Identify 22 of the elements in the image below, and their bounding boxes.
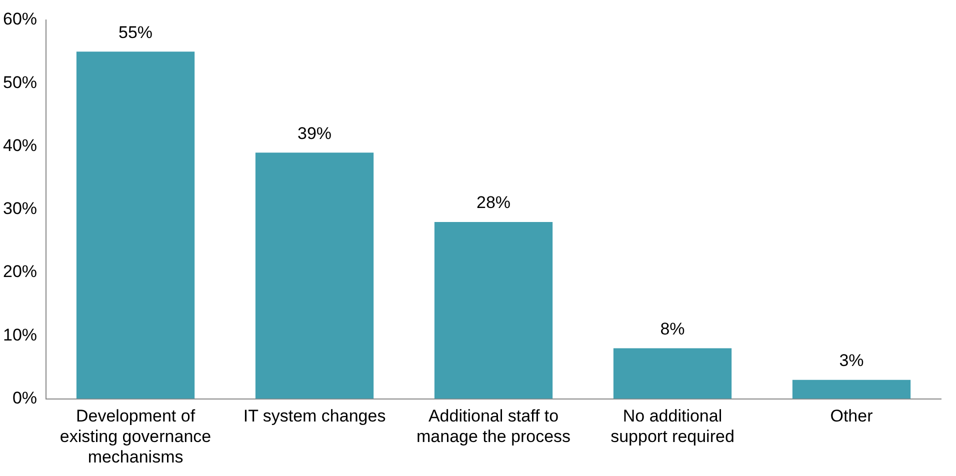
bar	[434, 222, 553, 399]
x-tick-label: Additional staff to manage the process	[416, 406, 571, 446]
x-tick-label: IT system changes	[243, 406, 386, 426]
bar	[613, 348, 732, 399]
y-tick-label: 10%	[2, 325, 38, 344]
y-tick-label: 50%	[2, 72, 38, 92]
y-tick-label: 60%	[2, 10, 38, 29]
data-label: 39%	[298, 124, 332, 143]
bar	[76, 52, 195, 399]
y-tick-label: 40%	[2, 136, 38, 155]
x-tick-label: Development of existing governance mechanisms	[60, 406, 212, 466]
y-tick-label: 0%	[12, 388, 38, 408]
data-label: 8%	[660, 319, 685, 338]
data-label: 3%	[839, 351, 864, 370]
data-label: 28%	[476, 193, 511, 212]
bar	[792, 380, 911, 399]
x-tick-label: No additional support required	[610, 406, 734, 446]
x-tick-label: Other	[830, 406, 874, 426]
bar	[255, 152, 374, 399]
y-tick-label: 20%	[2, 262, 38, 282]
data-label: 55%	[118, 22, 153, 42]
y-tick-label: 30%	[2, 199, 38, 218]
